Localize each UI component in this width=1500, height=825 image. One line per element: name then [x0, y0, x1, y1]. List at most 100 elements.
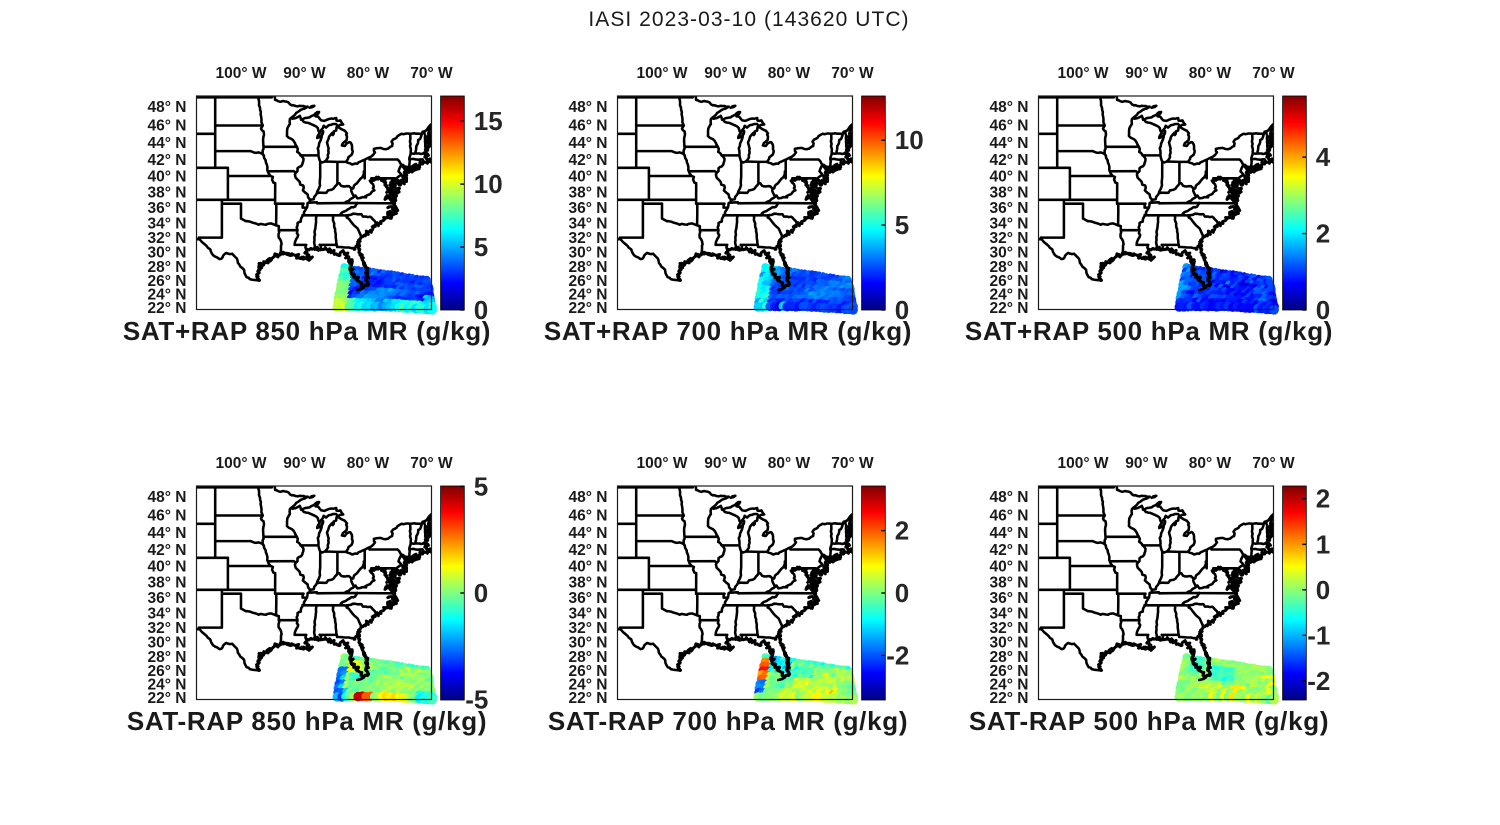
svg-text:44° N: 44° N: [569, 525, 608, 542]
svg-text:32° N: 32° N: [569, 230, 608, 247]
svg-text:SAT-RAP 850 hPa MR (g/kg): SAT-RAP 850 hPa MR (g/kg): [127, 706, 487, 736]
svg-text:42° N: 42° N: [148, 542, 187, 559]
svg-text:40° N: 40° N: [569, 169, 608, 186]
svg-text:30° N: 30° N: [148, 245, 187, 262]
svg-text:-1: -1: [1307, 620, 1330, 650]
svg-text:48° N: 48° N: [148, 99, 187, 116]
svg-text:0: 0: [1316, 295, 1330, 325]
svg-text:38° N: 38° N: [148, 575, 187, 592]
svg-text:44° N: 44° N: [990, 135, 1029, 152]
svg-text:34° N: 34° N: [148, 605, 187, 622]
svg-text:36° N: 36° N: [990, 590, 1029, 607]
svg-text:32° N: 32° N: [148, 620, 187, 637]
svg-text:26° N: 26° N: [990, 273, 1029, 290]
svg-text:100° W: 100° W: [637, 65, 688, 82]
svg-text:80° W: 80° W: [1189, 65, 1232, 82]
svg-text:22° N: 22° N: [990, 690, 1029, 707]
svg-text:-2: -2: [886, 640, 909, 670]
svg-text:90° W: 90° W: [283, 65, 326, 82]
svg-text:1: 1: [1316, 529, 1330, 559]
svg-text:34° N: 34° N: [148, 215, 187, 232]
svg-text:46° N: 46° N: [148, 117, 187, 134]
svg-text:24° N: 24° N: [148, 287, 187, 304]
svg-text:44° N: 44° N: [990, 525, 1029, 542]
svg-text:90° W: 90° W: [704, 455, 747, 472]
svg-text:100° W: 100° W: [637, 455, 688, 472]
svg-text:0: 0: [474, 295, 488, 325]
svg-text:90° W: 90° W: [283, 455, 326, 472]
svg-text:-2: -2: [1307, 666, 1330, 696]
svg-text:26° N: 26° N: [569, 273, 608, 290]
svg-text:40° N: 40° N: [148, 169, 187, 186]
svg-text:34° N: 34° N: [990, 605, 1029, 622]
svg-text:26° N: 26° N: [569, 663, 608, 680]
svg-text:40° N: 40° N: [569, 559, 608, 576]
svg-text:0: 0: [474, 578, 488, 608]
svg-text:34° N: 34° N: [569, 605, 608, 622]
svg-text:90° W: 90° W: [704, 65, 747, 82]
svg-text:SAT+RAP 850 hPa MR (g/kg): SAT+RAP 850 hPa MR (g/kg): [123, 316, 491, 346]
svg-text:38° N: 38° N: [990, 575, 1029, 592]
svg-text:80° W: 80° W: [768, 65, 811, 82]
svg-text:40° N: 40° N: [148, 559, 187, 576]
svg-text:22° N: 22° N: [569, 690, 608, 707]
svg-text:26° N: 26° N: [990, 663, 1029, 680]
svg-text:32° N: 32° N: [569, 620, 608, 637]
svg-text:48° N: 48° N: [990, 99, 1029, 116]
svg-text:34° N: 34° N: [990, 215, 1029, 232]
svg-text:100° W: 100° W: [1058, 455, 1109, 472]
svg-text:30° N: 30° N: [569, 245, 608, 262]
svg-text:26° N: 26° N: [148, 663, 187, 680]
svg-text:32° N: 32° N: [990, 620, 1029, 637]
svg-text:42° N: 42° N: [990, 542, 1029, 559]
svg-text:46° N: 46° N: [990, 507, 1029, 524]
svg-text:44° N: 44° N: [148, 135, 187, 152]
svg-text:80° W: 80° W: [768, 455, 811, 472]
svg-text:22° N: 22° N: [990, 300, 1029, 317]
svg-text:38° N: 38° N: [569, 185, 608, 202]
svg-text:28° N: 28° N: [569, 259, 608, 276]
svg-text:2: 2: [1316, 219, 1330, 249]
svg-text:24° N: 24° N: [990, 287, 1029, 304]
svg-text:24° N: 24° N: [569, 287, 608, 304]
svg-text:5: 5: [895, 210, 909, 240]
svg-text:40° N: 40° N: [990, 559, 1029, 576]
svg-text:44° N: 44° N: [569, 135, 608, 152]
svg-text:0: 0: [895, 578, 909, 608]
svg-text:100° W: 100° W: [1058, 65, 1109, 82]
svg-text:10: 10: [474, 169, 503, 199]
svg-text:0: 0: [895, 295, 909, 325]
svg-text:70° W: 70° W: [1252, 65, 1295, 82]
svg-text:34° N: 34° N: [569, 215, 608, 232]
svg-text:22° N: 22° N: [148, 690, 187, 707]
svg-text:36° N: 36° N: [990, 200, 1029, 217]
svg-text:26° N: 26° N: [148, 273, 187, 290]
svg-text:10: 10: [895, 125, 924, 155]
svg-text:24° N: 24° N: [990, 677, 1029, 694]
svg-text:70° W: 70° W: [410, 455, 453, 472]
svg-text:48° N: 48° N: [569, 489, 608, 506]
svg-text:15: 15: [474, 106, 503, 136]
svg-text:SAT-RAP 700 hPa MR (g/kg): SAT-RAP 700 hPa MR (g/kg): [548, 706, 908, 736]
svg-text:24° N: 24° N: [148, 677, 187, 694]
svg-text:80° W: 80° W: [1189, 455, 1232, 472]
svg-text:32° N: 32° N: [148, 230, 187, 247]
svg-text:70° W: 70° W: [410, 65, 453, 82]
svg-text:24° N: 24° N: [569, 677, 608, 694]
svg-text:30° N: 30° N: [148, 635, 187, 652]
svg-text:4: 4: [1316, 142, 1331, 172]
svg-text:44° N: 44° N: [148, 525, 187, 542]
svg-text:28° N: 28° N: [990, 649, 1029, 666]
svg-text:36° N: 36° N: [569, 200, 608, 217]
svg-text:22° N: 22° N: [569, 300, 608, 317]
svg-text:30° N: 30° N: [569, 635, 608, 652]
svg-text:SAT+RAP 700 hPa MR (g/kg): SAT+RAP 700 hPa MR (g/kg): [544, 316, 912, 346]
svg-text:-5: -5: [465, 685, 488, 715]
svg-text:28° N: 28° N: [148, 259, 187, 276]
svg-text:40° N: 40° N: [990, 169, 1029, 186]
svg-text:2: 2: [895, 516, 909, 546]
svg-text:100° W: 100° W: [216, 455, 267, 472]
svg-text:70° W: 70° W: [1252, 455, 1295, 472]
svg-text:100° W: 100° W: [216, 65, 267, 82]
svg-text:36° N: 36° N: [148, 200, 187, 217]
